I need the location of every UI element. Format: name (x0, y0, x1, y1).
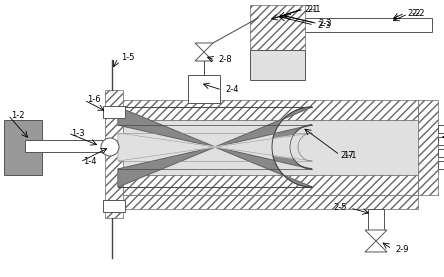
Polygon shape (118, 133, 312, 161)
Text: 2-5: 2-5 (333, 204, 347, 212)
Bar (438, 137, 444, 145)
Bar (438, 125, 444, 133)
Text: 1-3: 1-3 (71, 129, 85, 137)
Text: 2-8: 2-8 (218, 55, 232, 65)
Text: 2-2: 2-2 (407, 9, 420, 17)
Polygon shape (118, 133, 312, 161)
Bar (105, 90, 123, 218)
Polygon shape (118, 107, 312, 187)
Bar (438, 149, 444, 157)
Polygon shape (365, 230, 387, 241)
Text: 1-6: 1-6 (87, 96, 101, 104)
Text: 2-7: 2-7 (340, 150, 353, 160)
Bar (418, 100, 438, 195)
Bar (118, 120, 418, 175)
Bar (250, 5, 305, 50)
Circle shape (101, 138, 119, 156)
Bar (25, 140, 110, 152)
Polygon shape (195, 43, 213, 52)
Bar (368, 209, 384, 231)
Text: 1-1: 1-1 (343, 150, 357, 160)
Bar (270, 18, 432, 32)
Text: 1-4: 1-4 (83, 158, 96, 166)
Text: 1-2: 1-2 (11, 111, 24, 119)
Bar (118, 100, 418, 120)
Text: 2-3: 2-3 (317, 20, 331, 29)
Text: 2-2: 2-2 (411, 9, 424, 19)
Bar (103, 106, 125, 118)
Bar (188, 75, 220, 103)
Bar (118, 195, 418, 209)
Bar (270, 12, 300, 19)
Text: 2-9: 2-9 (395, 245, 408, 253)
Bar (438, 161, 444, 169)
Bar (103, 200, 125, 212)
Polygon shape (195, 52, 213, 61)
Text: 2-4: 2-4 (225, 86, 238, 94)
Text: 2-3: 2-3 (318, 19, 332, 27)
Text: 2-1: 2-1 (307, 4, 321, 14)
Bar (4, 120, 42, 175)
Polygon shape (365, 241, 387, 252)
Text: 1-5: 1-5 (121, 53, 135, 63)
Bar (118, 175, 418, 195)
Text: 2-1: 2-1 (304, 4, 317, 14)
Bar (250, 50, 305, 80)
Polygon shape (118, 107, 312, 187)
